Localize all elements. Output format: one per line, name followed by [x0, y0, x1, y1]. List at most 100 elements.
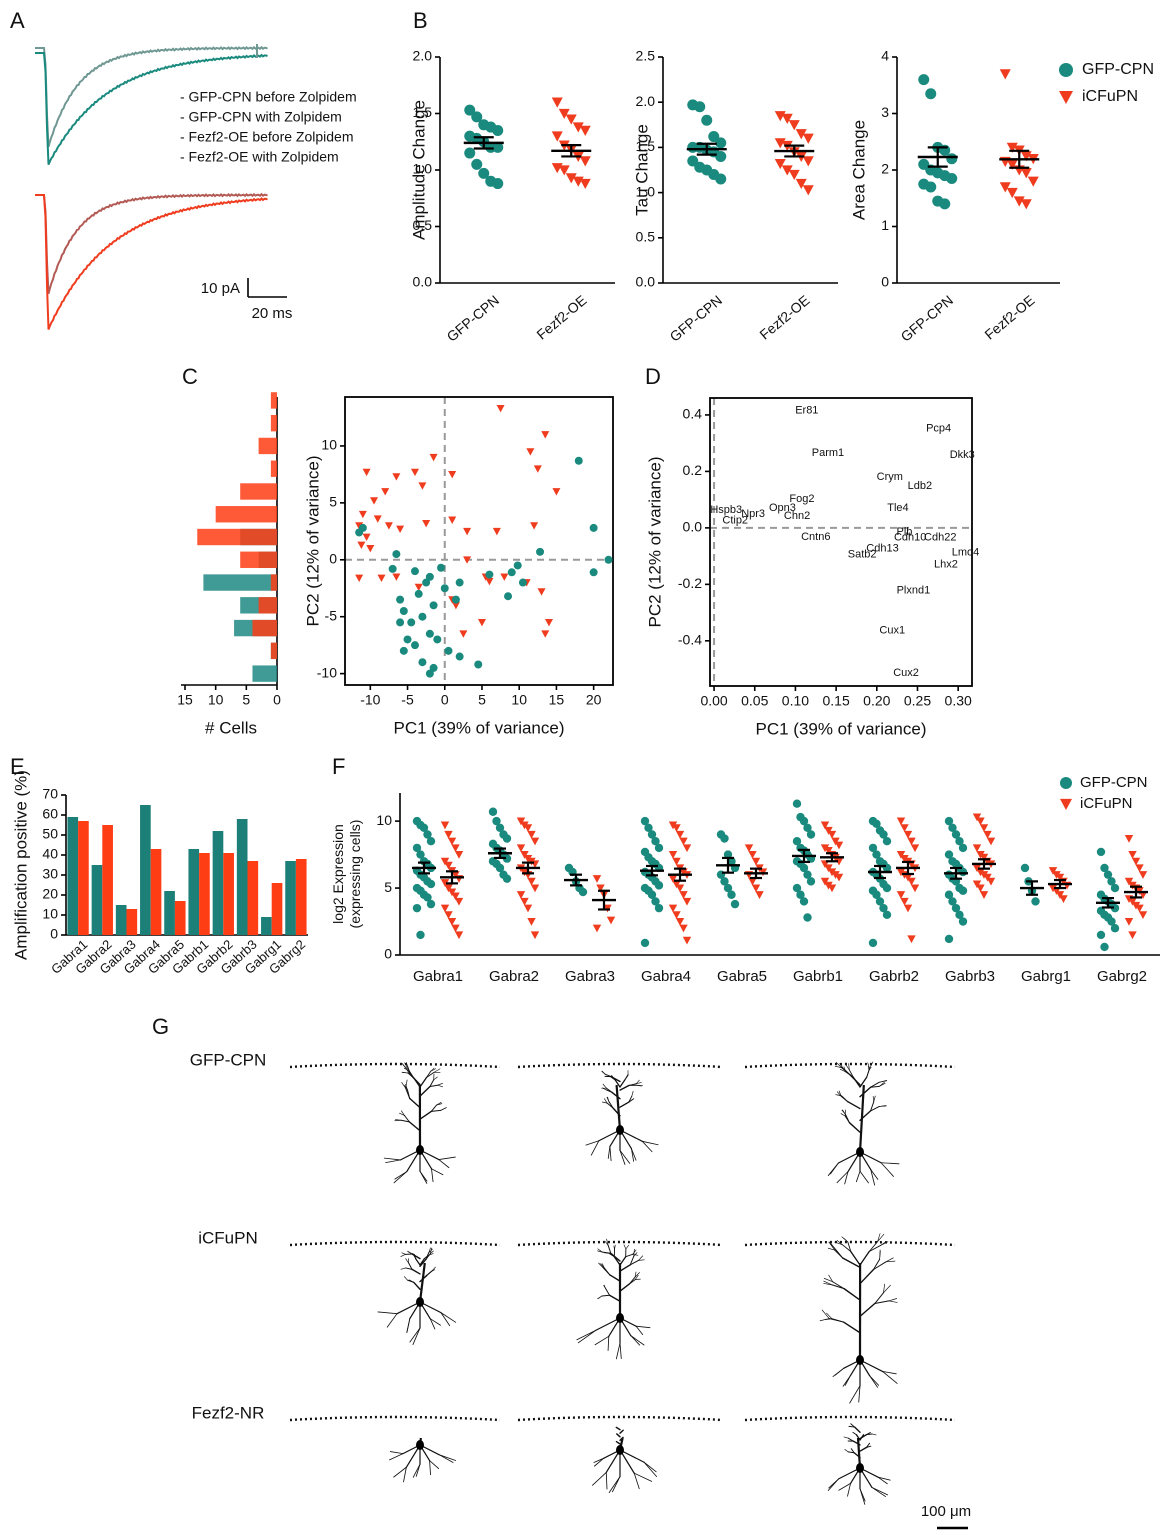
data-point [427, 880, 435, 888]
data-point [426, 630, 434, 638]
data-point [789, 120, 800, 130]
y-tick-label: 60 [42, 806, 58, 822]
dendrite [620, 1150, 625, 1164]
data-point [803, 185, 814, 195]
data-point [504, 592, 512, 600]
pial-surface [518, 1242, 722, 1245]
data-point [471, 159, 482, 170]
dendrite [829, 1319, 843, 1323]
dendrite [860, 1171, 868, 1183]
data-point [980, 891, 988, 899]
data-point [679, 891, 687, 899]
dendrite [620, 1284, 630, 1291]
data-point [392, 550, 400, 558]
dendrite [577, 1330, 596, 1339]
bar [237, 819, 248, 935]
data-point [679, 925, 687, 933]
soma [416, 1297, 424, 1307]
gene-label: Pcp4 [926, 422, 951, 434]
dendrite [401, 1268, 406, 1269]
panel-label: C [182, 364, 198, 389]
data-point [385, 522, 393, 529]
y-tick-label: 0 [881, 274, 889, 290]
dendrite [431, 1169, 442, 1175]
data-point [1111, 924, 1119, 932]
dendrite [844, 1437, 848, 1438]
data-point [422, 520, 430, 527]
dendrite [644, 1462, 656, 1472]
dendrite [856, 1171, 860, 1181]
x-tick-label: Gabra1 [413, 968, 463, 985]
data-point [448, 918, 456, 926]
x-tick-label: 0.15 [822, 693, 849, 709]
dendrite [624, 1245, 626, 1249]
y-tick-label: 0.0 [636, 274, 656, 290]
data-point [396, 526, 404, 533]
data-point [355, 575, 363, 582]
x-tick-label: Gabra5 [717, 968, 767, 985]
data-point [641, 939, 649, 947]
dendrite [441, 1313, 456, 1323]
data-point [655, 904, 663, 912]
x-tick-label: Gabrb1 [793, 968, 843, 985]
y-tick-label: 3 [881, 104, 889, 120]
panel-g-neurons [290, 1062, 955, 1504]
data-point [444, 911, 452, 919]
data-point [789, 170, 800, 180]
data-point [441, 905, 449, 913]
dendrite [617, 1434, 620, 1437]
dendrite [820, 1319, 829, 1321]
data-point [925, 88, 936, 99]
y-axis-label: PC2 (12% of variance) [303, 455, 322, 626]
data-point [396, 596, 404, 604]
data-point [959, 887, 967, 895]
panel-label: D [645, 364, 661, 389]
dendrite [828, 1163, 838, 1176]
y-tick-label: 4 [881, 48, 889, 64]
histogram-bar [259, 438, 277, 454]
x-tick-label: Gabrb3 [945, 968, 995, 985]
legend-label: iCFuPN [1080, 795, 1133, 812]
data-point [715, 137, 726, 148]
data-point [441, 822, 449, 830]
data-point [396, 618, 404, 626]
x-tick-label: -10 [360, 692, 380, 708]
y-axis-label: (expressing cells) [347, 820, 363, 929]
dendrite [610, 1275, 620, 1281]
bar [188, 849, 199, 935]
data-point [536, 548, 544, 556]
data-point [745, 844, 753, 852]
dendrite [843, 1258, 860, 1267]
data-point [427, 900, 435, 908]
data-point [669, 905, 677, 913]
dendrite [608, 1146, 610, 1158]
dendrite [860, 1304, 875, 1317]
panel-label: G [152, 1014, 169, 1039]
histogram-bar [252, 665, 277, 681]
data-point [497, 405, 505, 412]
data-point [939, 198, 950, 209]
data-point [1135, 864, 1143, 872]
x-tick-label: 20 [586, 692, 602, 708]
data-point [508, 568, 516, 576]
y-tick-label: 50 [42, 826, 58, 842]
data-point [605, 556, 613, 564]
data-point [683, 898, 691, 906]
dendrite [616, 1427, 620, 1429]
data-point [381, 488, 389, 495]
data-point [489, 808, 497, 816]
bar [78, 821, 89, 935]
y-axis-label: Tau Change [632, 124, 651, 216]
data-point [531, 931, 539, 939]
x-tick-label: GFP-CPN [898, 292, 957, 345]
dendrite [610, 1146, 611, 1160]
data-point [531, 884, 539, 892]
x-tick-label: Gabrg1 [1021, 968, 1071, 985]
data-point [1031, 897, 1039, 905]
data-point [883, 884, 891, 892]
legend-label: GFP-CPN [1080, 774, 1148, 791]
data-point [959, 917, 967, 925]
x-tick-label: Gabrb2 [869, 968, 919, 985]
legend-marker [1059, 91, 1073, 104]
data-point [418, 613, 426, 621]
